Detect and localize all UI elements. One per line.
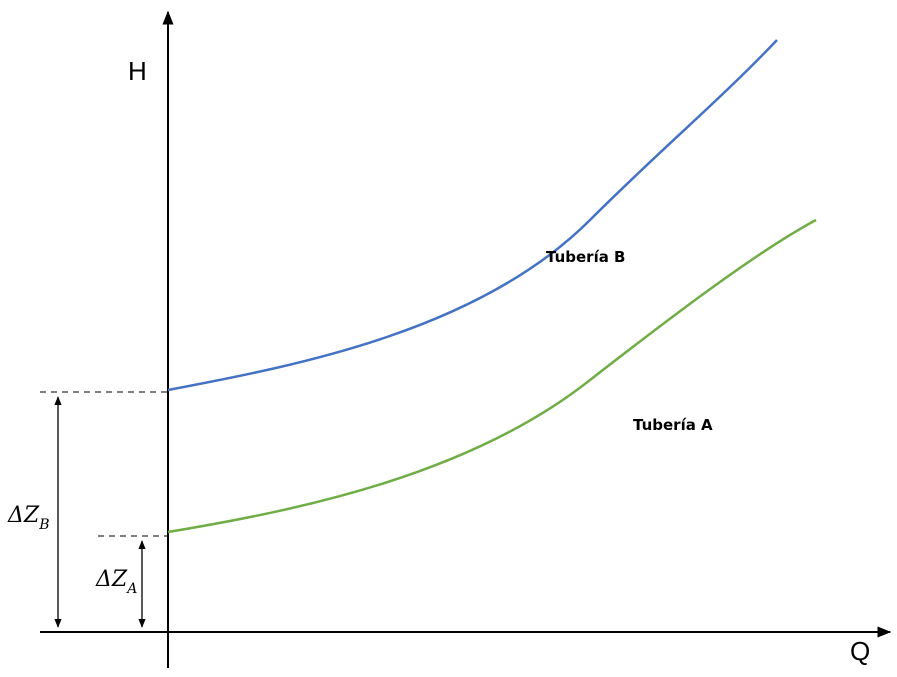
y-axis-label: H: [128, 56, 147, 86]
delta-z-b-main: ΔZ: [7, 503, 40, 528]
series-line-tuberia-a: [167, 218, 817, 534]
series-label-tuberia-a: Tubería A: [633, 416, 713, 434]
delta-z-b-sub: B: [38, 517, 49, 533]
delta-z-b-label: ΔZB: [7, 503, 49, 533]
series-label-tuberia-b: Tubería B: [546, 248, 626, 266]
x-axis-label: Q: [850, 636, 870, 666]
delta-z-a-sub: A: [125, 581, 137, 597]
delta-z-a-label: ΔZA: [95, 567, 137, 597]
delta-z-a-main: ΔZ: [95, 567, 128, 592]
series-line-tuberia-b: [167, 39, 778, 392]
